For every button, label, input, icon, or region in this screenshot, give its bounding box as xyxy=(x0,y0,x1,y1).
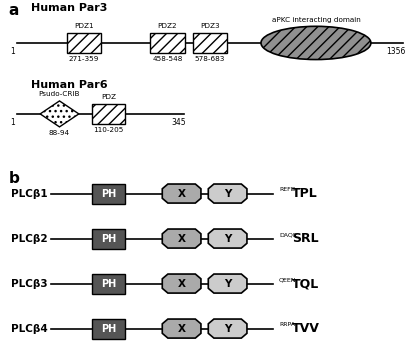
Bar xyxy=(193,33,228,53)
Bar xyxy=(92,104,125,124)
Polygon shape xyxy=(208,229,247,248)
Text: PH: PH xyxy=(101,279,116,289)
Text: Psudo-CRIB: Psudo-CRIB xyxy=(39,91,80,97)
Polygon shape xyxy=(208,274,247,293)
Text: PDZ3: PDZ3 xyxy=(200,23,220,29)
Text: RRPA: RRPA xyxy=(279,322,295,327)
Text: 88-94: 88-94 xyxy=(49,131,70,136)
Polygon shape xyxy=(40,101,79,127)
Text: TQL: TQL xyxy=(292,277,319,290)
Text: b: b xyxy=(9,171,19,186)
Text: 271-359: 271-359 xyxy=(69,57,99,62)
Text: 578-683: 578-683 xyxy=(195,57,225,62)
Text: Y: Y xyxy=(224,324,231,334)
Polygon shape xyxy=(208,184,247,203)
Bar xyxy=(66,33,101,53)
Text: 110-205: 110-205 xyxy=(93,127,123,133)
Text: PDZ2: PDZ2 xyxy=(157,23,177,29)
Text: Y: Y xyxy=(224,279,231,289)
Bar xyxy=(92,319,125,339)
Text: DAQE: DAQE xyxy=(279,232,297,237)
Text: PH: PH xyxy=(101,324,116,334)
Polygon shape xyxy=(162,274,201,293)
Polygon shape xyxy=(162,319,201,338)
Text: SRL: SRL xyxy=(292,232,318,245)
Text: PLCβ1: PLCβ1 xyxy=(11,188,47,199)
Text: X: X xyxy=(178,188,185,199)
Text: aPKC interacting domain: aPKC interacting domain xyxy=(272,17,360,23)
Text: a: a xyxy=(9,3,19,18)
Text: PDZ1: PDZ1 xyxy=(74,23,94,29)
Text: Y: Y xyxy=(224,188,231,199)
Ellipse shape xyxy=(261,26,371,60)
Polygon shape xyxy=(162,229,201,248)
Text: X: X xyxy=(178,324,185,334)
Text: 1: 1 xyxy=(11,118,15,127)
Text: TPL: TPL xyxy=(292,187,318,200)
Text: PLCβ4: PLCβ4 xyxy=(10,324,47,334)
Bar xyxy=(150,33,185,53)
Polygon shape xyxy=(208,319,247,338)
Text: REFD: REFD xyxy=(279,187,296,192)
Text: QEEN: QEEN xyxy=(279,277,297,282)
Text: 1: 1 xyxy=(11,47,15,56)
Polygon shape xyxy=(162,184,201,203)
Text: Human Par6: Human Par6 xyxy=(31,80,108,90)
Text: X: X xyxy=(178,279,185,289)
Text: X: X xyxy=(178,233,185,244)
Text: TVV: TVV xyxy=(292,322,320,335)
Bar xyxy=(92,184,125,203)
Text: 458-548: 458-548 xyxy=(152,57,183,62)
Bar xyxy=(92,274,125,294)
Text: PH: PH xyxy=(101,233,116,244)
Text: PH: PH xyxy=(101,188,116,199)
Text: PLCβ2: PLCβ2 xyxy=(11,233,47,244)
Text: Y: Y xyxy=(224,233,231,244)
Text: PLCβ3: PLCβ3 xyxy=(11,279,47,289)
Text: 1356: 1356 xyxy=(386,47,406,56)
Text: PDZ: PDZ xyxy=(101,95,116,101)
Text: 345: 345 xyxy=(171,118,186,127)
Bar xyxy=(92,229,125,248)
Text: Human Par3: Human Par3 xyxy=(31,3,107,13)
